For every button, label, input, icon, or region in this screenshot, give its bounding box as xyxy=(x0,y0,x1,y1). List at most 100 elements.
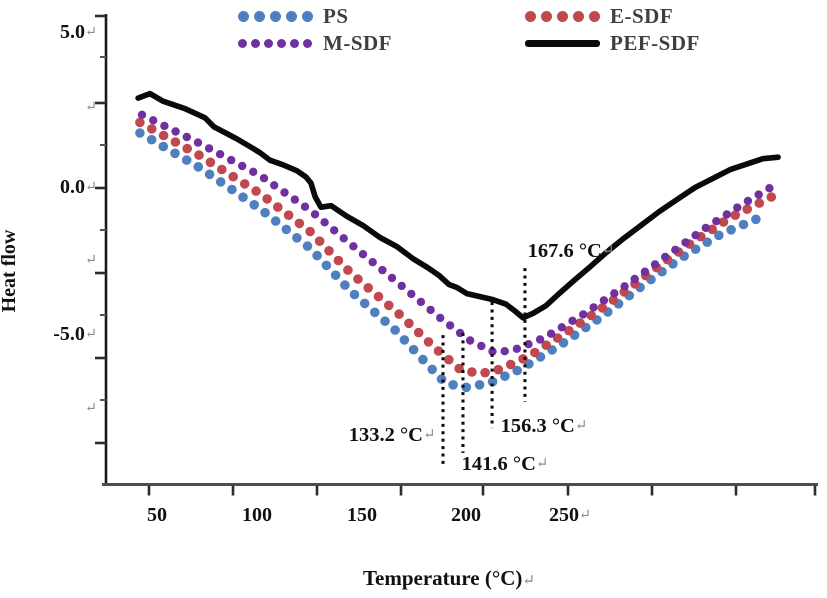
chart-text-label: ↵ xyxy=(85,252,97,268)
data-dot xyxy=(135,117,145,128)
data-dot xyxy=(589,303,598,312)
data-dot xyxy=(426,305,435,315)
data-dot xyxy=(552,333,563,343)
data-dot xyxy=(754,190,763,199)
chart-text-label: 156.3 °C↵ xyxy=(501,415,588,437)
chart-text-label: 50 xyxy=(147,504,167,526)
chart-text-label: 141.6 °C↵ xyxy=(462,453,549,475)
data-dot xyxy=(575,318,585,328)
legend-dot-swatch xyxy=(286,10,297,22)
series-pef-sdf xyxy=(135,90,781,321)
data-dot xyxy=(445,321,455,330)
data-dot xyxy=(599,296,609,305)
legend-dot-swatch xyxy=(525,10,536,22)
data-dot xyxy=(546,329,556,338)
data-dot xyxy=(474,380,485,390)
data-dot xyxy=(259,174,269,183)
data-dot xyxy=(742,204,752,214)
data-dot xyxy=(477,341,486,351)
chart-text-label: 167.6 °C↵ xyxy=(528,240,615,262)
data-dot xyxy=(427,364,438,375)
data-dot xyxy=(524,340,533,349)
legend-dot-swatch xyxy=(238,38,247,48)
data-dot xyxy=(530,347,540,358)
data-dot xyxy=(238,161,247,171)
e-sdf-dots-marker xyxy=(525,10,603,22)
data-dot xyxy=(650,260,660,269)
data-dot xyxy=(394,309,404,319)
data-dot xyxy=(205,157,216,168)
data-dot xyxy=(182,143,192,154)
data-dot xyxy=(171,127,180,136)
data-dot xyxy=(368,258,377,267)
data-dot xyxy=(384,300,394,311)
data-dot xyxy=(181,155,192,165)
axes xyxy=(95,14,818,496)
data-dot xyxy=(292,233,302,243)
data-dot xyxy=(423,337,434,347)
data-dot xyxy=(726,225,736,235)
data-dot xyxy=(630,274,639,284)
x-axis-title: Temperature (°C)↵ xyxy=(362,566,536,590)
legend-label-pef-sdf: PEF-SDF xyxy=(610,30,700,55)
legend-dot-swatch xyxy=(541,10,552,22)
legend-dot-swatch xyxy=(573,10,584,22)
annotation-m-sdf: 156.3 °C↵ xyxy=(490,302,588,437)
data-dot xyxy=(766,192,777,202)
data-dot xyxy=(324,246,334,256)
data-dot xyxy=(249,167,258,176)
annotation-e-sdf: 141.6 °C↵ xyxy=(461,332,549,475)
data-dot xyxy=(387,273,397,283)
data-dot xyxy=(413,327,424,338)
data-dot xyxy=(564,325,574,336)
data-dot xyxy=(170,148,180,159)
data-dot xyxy=(373,291,384,302)
data-dot xyxy=(330,226,339,235)
data-dot xyxy=(399,335,410,345)
chart-text-label: 200 xyxy=(451,504,481,526)
data-dot xyxy=(333,255,344,266)
data-dot xyxy=(610,289,619,298)
data-dot xyxy=(215,177,226,187)
data-dot xyxy=(204,169,215,180)
data-dot xyxy=(158,141,169,152)
data-dot xyxy=(493,364,504,375)
data-dot xyxy=(137,110,147,120)
data-dot xyxy=(251,186,261,196)
data-dot xyxy=(500,371,510,382)
data-dot xyxy=(343,265,353,275)
data-dot xyxy=(738,219,749,230)
legend-dot-swatch xyxy=(589,10,600,22)
legend-dot-swatch xyxy=(303,38,312,48)
data-dot xyxy=(290,195,299,204)
data-dot xyxy=(135,128,145,138)
data-dot xyxy=(390,325,400,335)
data-dot xyxy=(310,210,320,219)
chart-text-label: -5.0↵ xyxy=(53,323,97,345)
data-dot xyxy=(416,297,426,307)
data-dot xyxy=(280,188,289,197)
data-dot xyxy=(312,250,322,261)
series-ps xyxy=(135,128,761,393)
data-dot xyxy=(281,224,292,235)
data-dot xyxy=(730,210,740,220)
data-dot xyxy=(487,376,498,387)
data-dot xyxy=(408,344,419,355)
data-dot xyxy=(260,207,270,218)
data-dot xyxy=(444,354,454,365)
data-dot xyxy=(194,150,204,160)
data-dot xyxy=(149,116,158,125)
data-dot xyxy=(743,196,753,206)
data-dot xyxy=(262,194,272,204)
data-dot xyxy=(146,134,157,145)
data-dot xyxy=(568,316,577,325)
annotation-pef-sdf: 167.6 °C↵ xyxy=(523,240,615,403)
legend-line-swatch xyxy=(525,39,600,47)
data-dot xyxy=(512,365,522,376)
data-dot xyxy=(302,241,313,251)
data-dot xyxy=(480,367,490,378)
data-dot xyxy=(320,218,329,227)
data-dot xyxy=(158,130,169,141)
chart-text-label: 5.0↵ xyxy=(60,21,97,43)
data-dot xyxy=(349,242,358,251)
